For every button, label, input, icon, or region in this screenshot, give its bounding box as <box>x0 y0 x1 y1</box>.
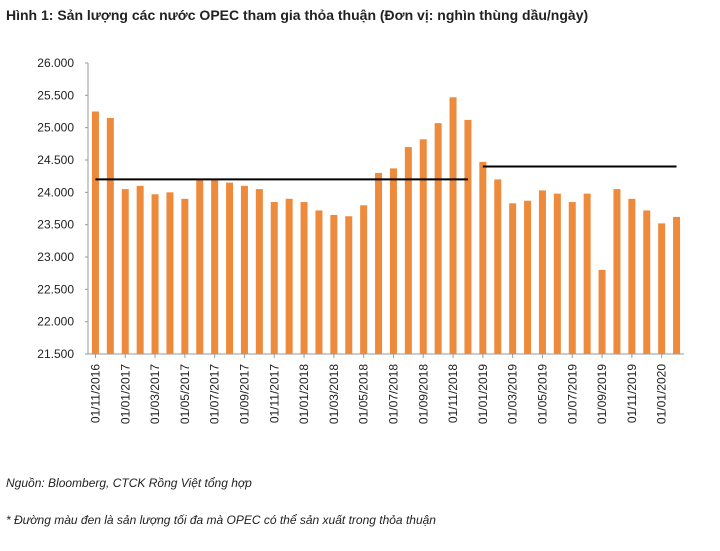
y-tick-label: 21.500 <box>37 347 74 361</box>
y-tick-label: 24.500 <box>37 153 74 167</box>
bar <box>628 198 636 354</box>
bar <box>643 210 651 354</box>
x-tick-label: 01/11/2019 <box>625 364 639 423</box>
x-tick-label: 01/03/2017 <box>148 364 162 424</box>
bar <box>509 203 517 354</box>
bar <box>330 214 338 354</box>
x-tick-label: 01/09/2019 <box>595 364 609 424</box>
bar <box>345 216 353 354</box>
bar <box>151 194 159 354</box>
x-tick-label: 01/01/2019 <box>476 364 490 424</box>
bar <box>434 123 442 354</box>
x-tick-label: 01/05/2017 <box>178 364 192 424</box>
bar <box>121 189 129 354</box>
bar <box>315 210 323 354</box>
bar <box>181 198 189 354</box>
bar <box>419 139 427 354</box>
bar <box>568 202 576 354</box>
y-tick-label: 26.000 <box>37 56 74 70</box>
bar <box>613 189 621 354</box>
bar <box>375 172 383 354</box>
source: Nguồn: Bloomberg, CTCK Rồng Việt tổng hợ… <box>6 476 252 490</box>
bar <box>300 202 308 354</box>
bar <box>449 97 457 355</box>
bar <box>494 179 502 354</box>
bar <box>673 216 681 354</box>
bar <box>524 200 532 354</box>
x-tick-label: 01/07/2017 <box>208 364 222 424</box>
bar <box>211 179 219 354</box>
bar <box>166 192 174 354</box>
bar <box>404 147 412 354</box>
bar <box>479 161 487 354</box>
y-tick-label: 25.000 <box>37 121 74 135</box>
y-tick-label: 23.000 <box>37 250 74 264</box>
x-tick-label: 01/11/2017 <box>267 364 281 423</box>
bar <box>389 168 397 354</box>
bar <box>360 205 368 354</box>
bar <box>106 117 114 354</box>
footnote: * Đường màu đen là sản lượng tối đa mà O… <box>6 513 436 527</box>
x-tick-label: 01/05/2019 <box>535 364 549 424</box>
x-tick-label: 01/09/2018 <box>416 364 430 424</box>
bar <box>255 189 263 354</box>
x-tick-label: 01/11/2016 <box>88 364 102 423</box>
x-tick-label: 01/03/2018 <box>327 364 341 424</box>
x-tick-label: 01/01/2017 <box>118 364 132 424</box>
y-tick-label: 22.500 <box>37 282 74 296</box>
y-tick-label: 22.000 <box>37 315 74 329</box>
y-tick-label: 25.500 <box>37 88 74 102</box>
bar <box>196 179 204 354</box>
bar <box>658 223 666 354</box>
bar <box>226 182 234 354</box>
bar <box>553 193 561 354</box>
y-tick-label: 23.500 <box>37 218 74 232</box>
x-tick-label: 01/07/2018 <box>386 364 400 424</box>
x-tick-label: 01/01/2020 <box>655 364 669 424</box>
x-tick-label: 01/09/2017 <box>237 364 251 424</box>
bar <box>583 193 591 354</box>
bar <box>91 111 99 354</box>
bar <box>136 185 144 354</box>
bar <box>598 269 606 354</box>
bar <box>285 198 293 354</box>
x-tick-label: 01/03/2019 <box>506 364 520 424</box>
x-tick-label: 01/01/2018 <box>297 364 311 424</box>
bar <box>270 202 278 354</box>
bar <box>464 119 472 354</box>
y-tick-label: 24.000 <box>37 185 74 199</box>
chart-title: Hình 1: Sản lượng các nước OPEC tham gia… <box>6 7 588 23</box>
bar <box>538 190 546 354</box>
x-tick-label: 01/11/2018 <box>446 364 460 423</box>
bar <box>240 185 248 354</box>
x-tick-label: 01/05/2018 <box>357 364 371 424</box>
x-tick-label: 01/07/2019 <box>565 364 579 424</box>
